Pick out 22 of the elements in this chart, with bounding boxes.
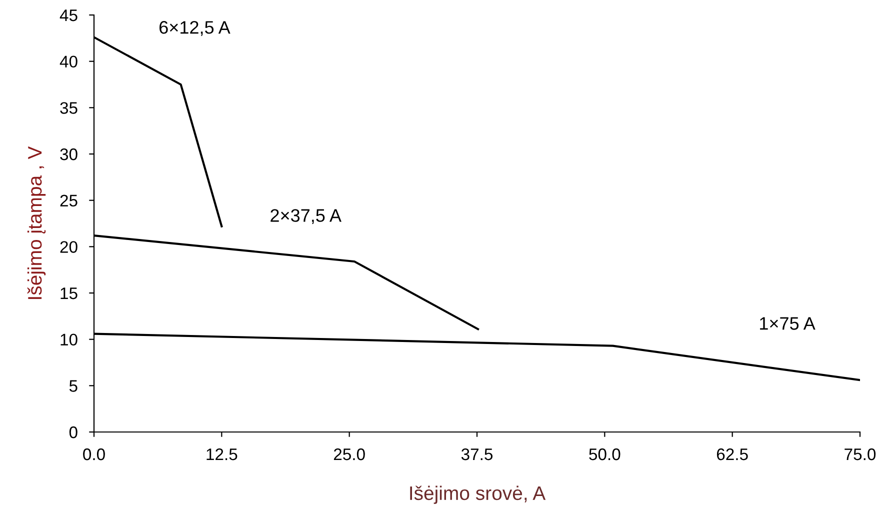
y-tick-label: 20 bbox=[60, 241, 78, 253]
series-label: 2×37,5 A bbox=[270, 209, 342, 224]
series-label: 6×12,5 A bbox=[160, 21, 230, 36]
y-tick-label: 40 bbox=[60, 56, 78, 68]
y-tick-label: 25 bbox=[60, 194, 78, 207]
x-tick-label: 75.0 bbox=[844, 448, 876, 460]
x-axis-title: Išėjimo srovė, A bbox=[410, 486, 546, 504]
x-tick-label: 62.5 bbox=[716, 448, 748, 460]
y-axis-title: Išėjimo įtampa , V bbox=[27, 146, 46, 299]
y-tick-label: 0 bbox=[69, 426, 78, 438]
x-tick-label: 50.0 bbox=[589, 448, 620, 460]
y-tick-label: 10 bbox=[60, 334, 78, 346]
x-tick-label: 12.5 bbox=[206, 448, 238, 460]
y-tick-label: 35 bbox=[60, 102, 78, 114]
x-tick-label: 25.0 bbox=[334, 448, 365, 460]
x-tick-label: 0.0 bbox=[83, 448, 105, 460]
x-tick-label: 37.5 bbox=[461, 448, 493, 460]
y-tick-label: 30 bbox=[60, 148, 78, 160]
y-tick-label: 5 bbox=[69, 380, 78, 392]
y-tick-label: 15 bbox=[60, 288, 78, 300]
y-tick-label: 45 bbox=[60, 10, 78, 22]
series-label: 1×75 A bbox=[760, 317, 816, 330]
